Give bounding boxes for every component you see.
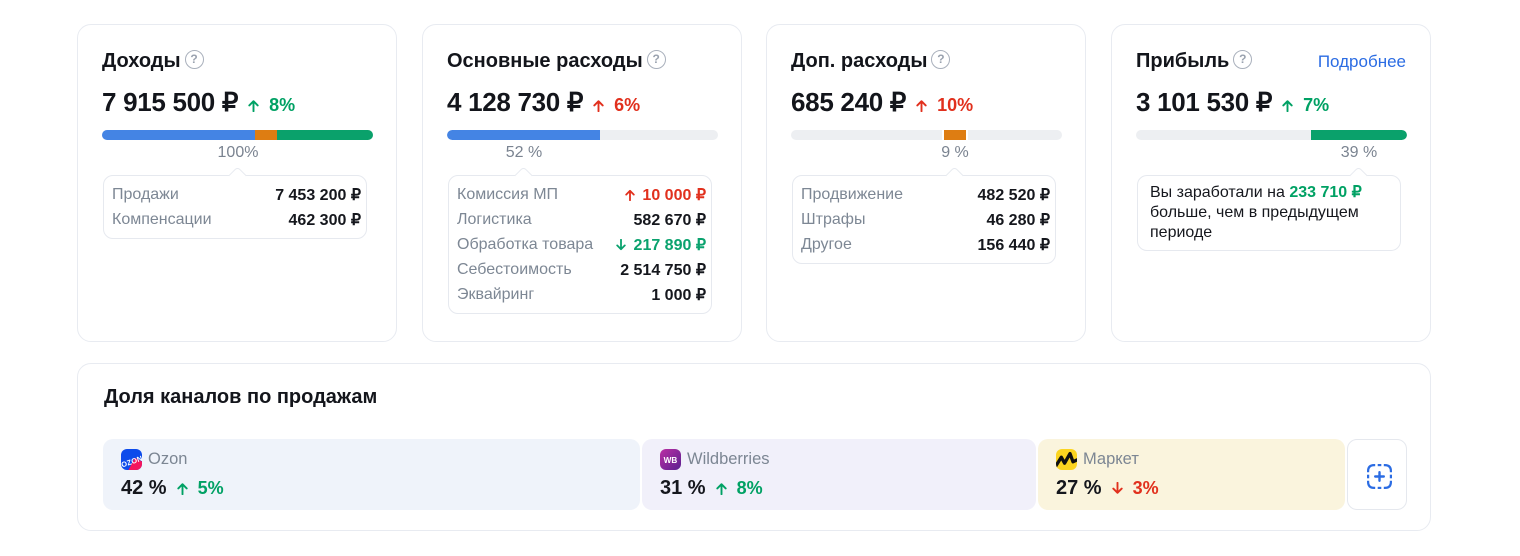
svg-text:WB: WB xyxy=(664,456,678,465)
